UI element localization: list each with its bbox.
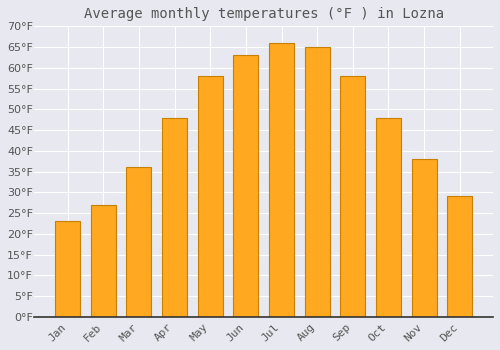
Bar	[55, 221, 80, 317]
Bar	[269, 43, 294, 317]
Bar	[304, 47, 330, 317]
Bar	[234, 55, 258, 317]
Bar	[91, 205, 116, 317]
Bar	[448, 196, 472, 317]
Bar	[198, 76, 222, 317]
Bar	[412, 159, 436, 317]
Bar	[340, 76, 365, 317]
Bar	[376, 118, 401, 317]
Title: Average monthly temperatures (°F ) in Lozna: Average monthly temperatures (°F ) in Lo…	[84, 7, 444, 21]
Bar	[126, 167, 152, 317]
Bar	[162, 118, 187, 317]
